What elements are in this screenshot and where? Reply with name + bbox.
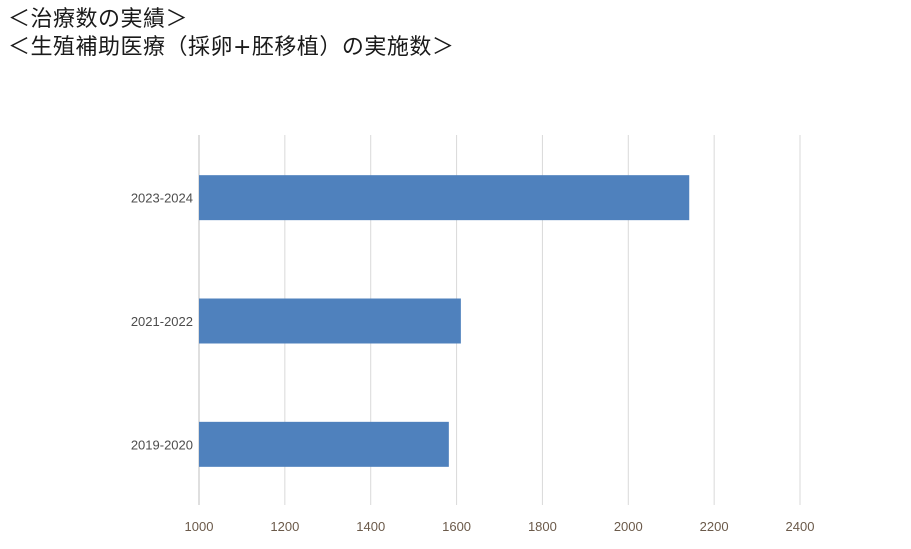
category-label: 2023-2024	[131, 191, 193, 206]
bar-2021-2022	[199, 298, 461, 344]
bar-2023-2024	[199, 175, 690, 221]
x-axis-tick-labels: 1000 1200 1400 1600 1800 2000 2200 2400	[185, 519, 815, 534]
x-tick-label: 2400	[786, 519, 815, 534]
category-label: 2021-2022	[131, 314, 193, 329]
title-line-1: ＜治療数の実績＞	[8, 7, 189, 32]
category-label: 2019-2020	[131, 437, 193, 452]
x-tick-label: 1000	[185, 519, 214, 534]
x-tick-label: 1200	[270, 519, 299, 534]
x-tick-label: 1400	[356, 519, 385, 534]
bar-2019-2020	[199, 421, 449, 467]
x-tick-label: 1600	[442, 519, 471, 534]
category-labels: 2023-2024 2021-2022 2019-2020	[131, 191, 193, 453]
x-tick-label: 2000	[614, 519, 643, 534]
bars	[199, 175, 690, 467]
x-tick-label: 2200	[700, 519, 729, 534]
chart-title: ＜治療数の実績＞ ＜生殖補助医療（採卵+胚移植）の実施数＞	[8, 6, 454, 62]
title-line-2: ＜生殖補助医療（採卵+胚移植）の実施数＞	[8, 35, 455, 60]
x-tick-label: 1800	[528, 519, 557, 534]
